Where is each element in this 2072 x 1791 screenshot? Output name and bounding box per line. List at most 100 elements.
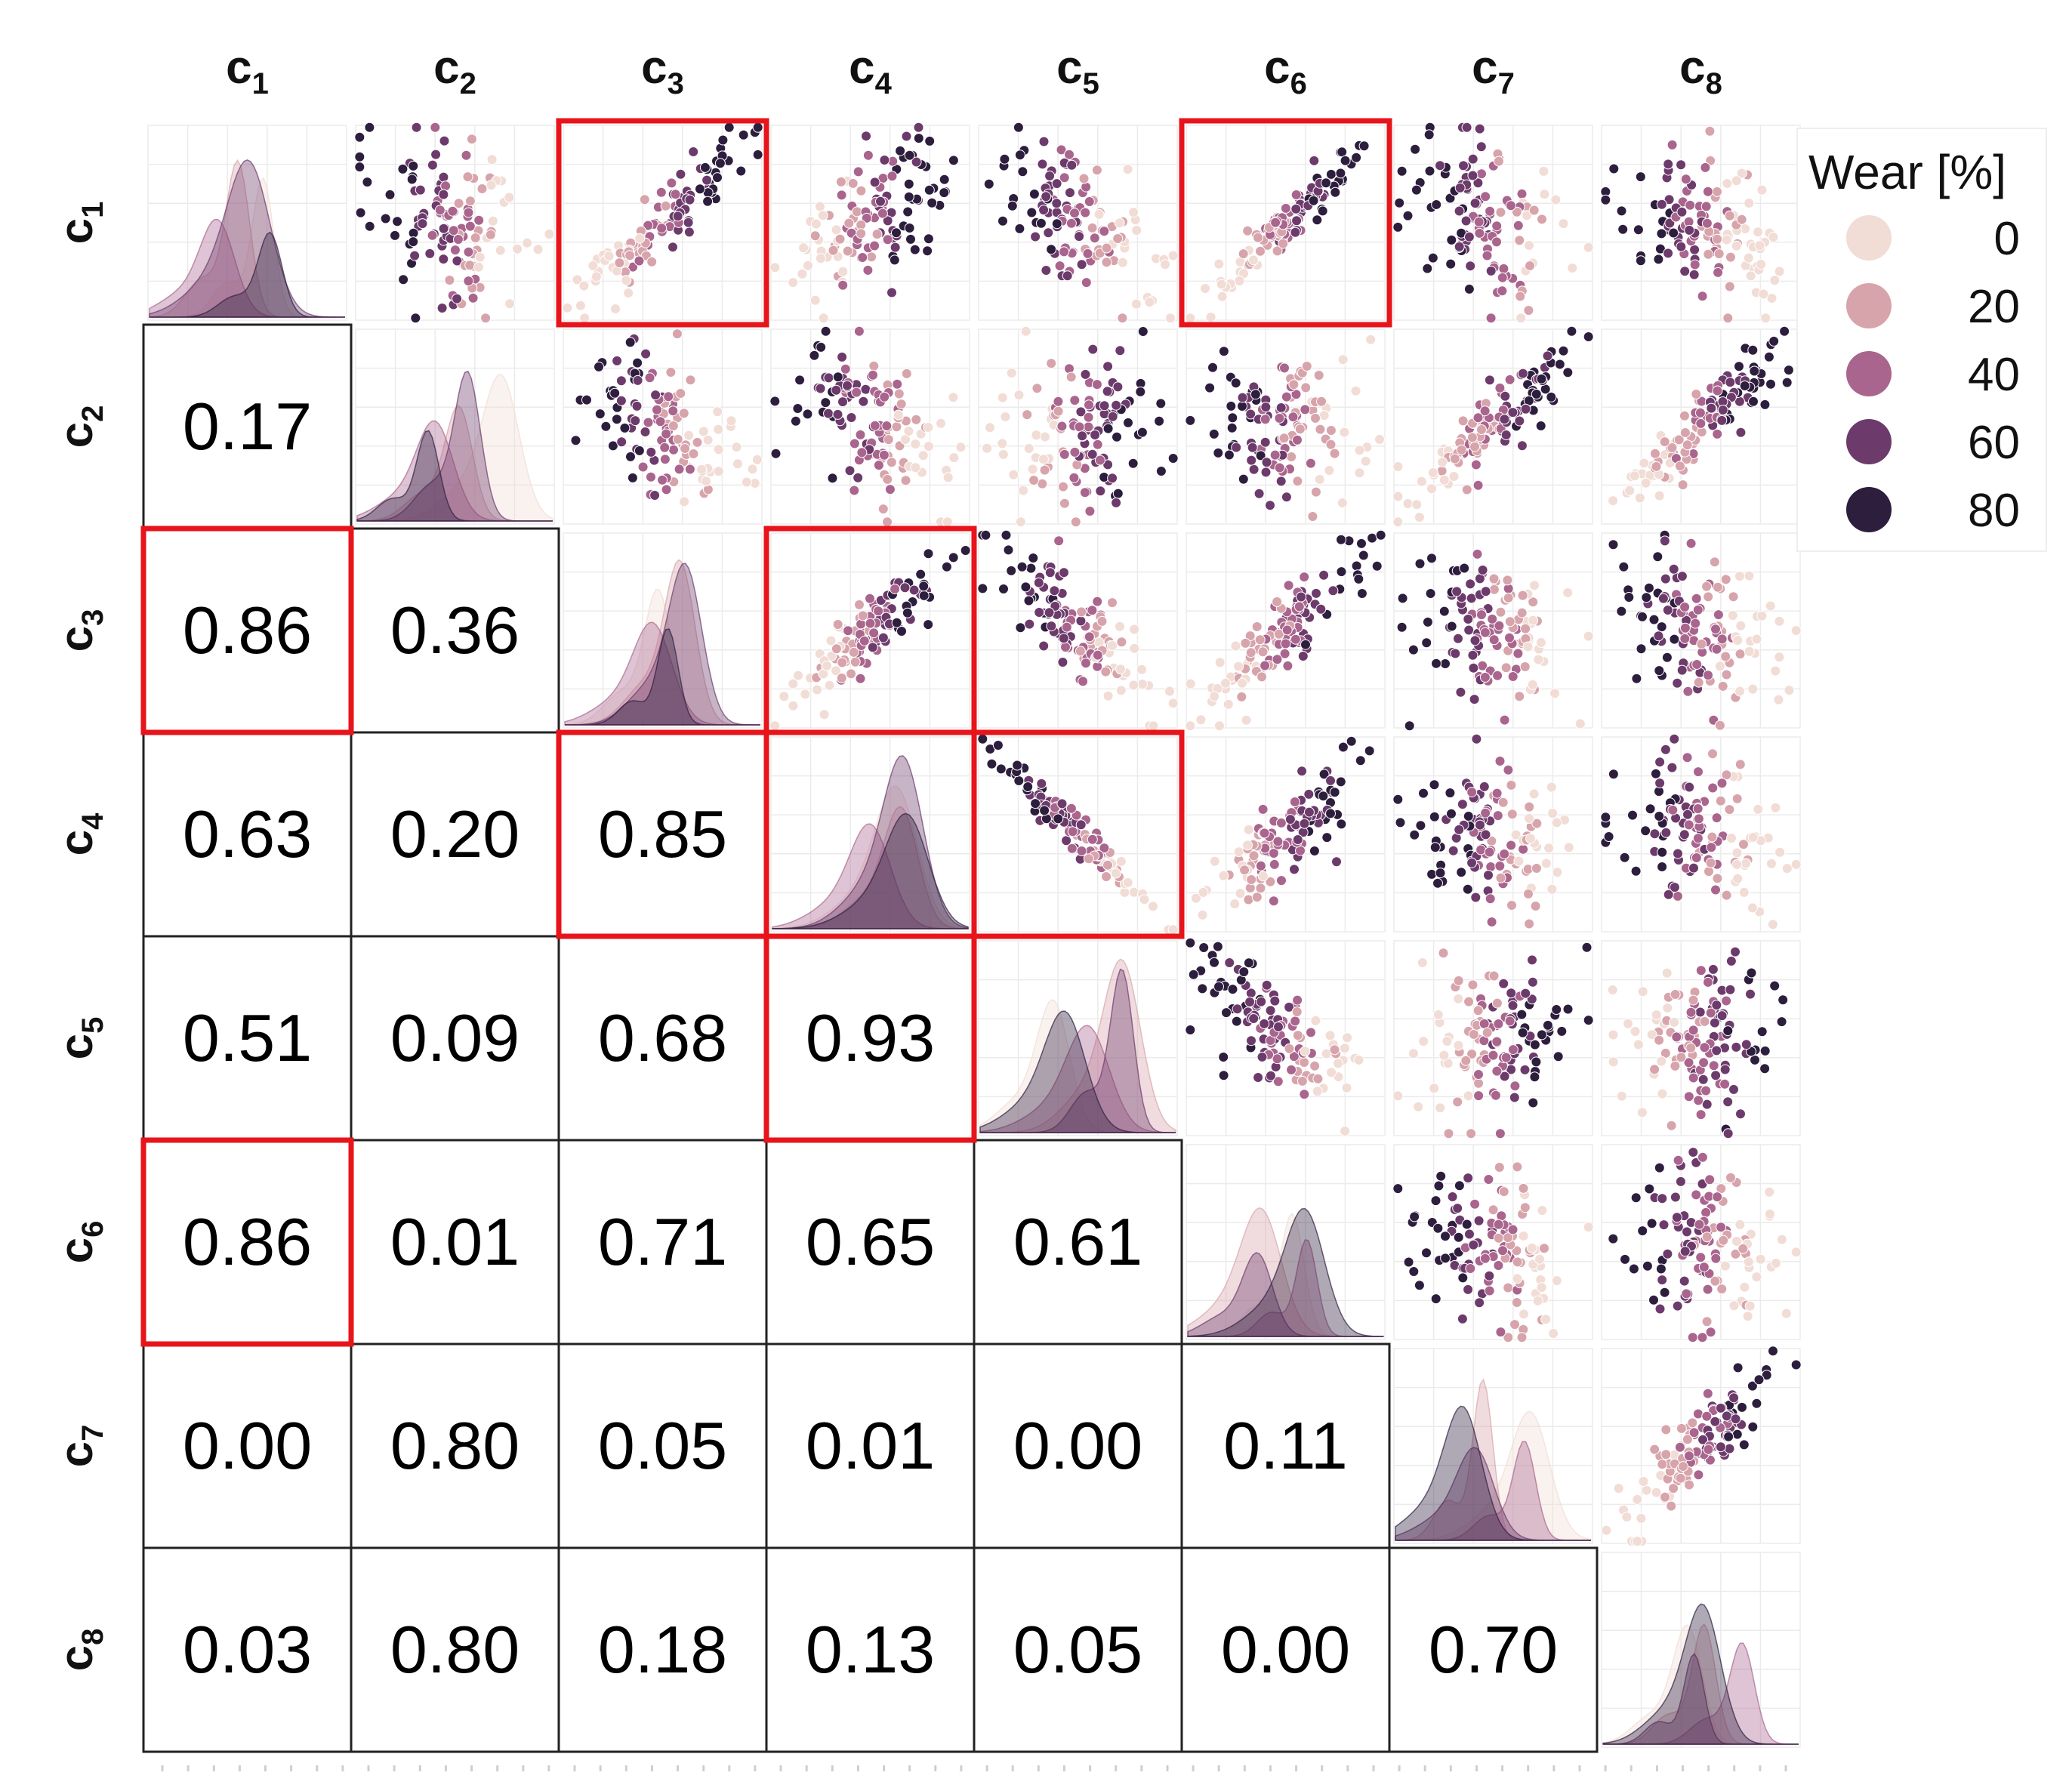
scatter-point [1744, 646, 1755, 657]
scatter-point [1739, 381, 1750, 391]
scatter-point [616, 436, 627, 448]
scatter-point [1476, 609, 1487, 621]
legend-label-60: 60 [1968, 417, 2020, 469]
scatter-point [1710, 624, 1721, 635]
kde-curve-wear-60 [564, 563, 760, 726]
correlation-value: 0.00 [183, 1408, 312, 1483]
scatter-point [1422, 263, 1433, 274]
scatter-point [1691, 1189, 1702, 1201]
scatter-point [1503, 1232, 1514, 1244]
scatter-point [861, 131, 871, 142]
correlation-value: 0.05 [598, 1408, 727, 1483]
scatter-point [1492, 810, 1503, 822]
scatter-point [1440, 1253, 1451, 1264]
scatter-point [1462, 883, 1473, 895]
scatter-point [1759, 1063, 1771, 1074]
scatter-point [1255, 860, 1266, 871]
scatter-point [623, 288, 634, 298]
scatter-point [1546, 883, 1558, 895]
panel-grid-layer: 0.170.86 0.360.63 0.20 0.850.51 0.09 0.68 0.93… [142, 122, 1802, 1753]
scatter-point [1509, 1319, 1520, 1330]
scatter-point [1470, 459, 1482, 470]
scatter-point [544, 229, 555, 240]
scatter-point [1707, 963, 1719, 975]
scatter-point [1750, 1054, 1760, 1065]
scatter-point [672, 211, 683, 222]
scatter-point [911, 414, 922, 425]
scatter-point [354, 151, 365, 162]
scatter-point [1472, 1005, 1484, 1016]
scatter-point [1309, 846, 1320, 856]
scatter-point [1466, 1128, 1477, 1139]
scatter-point [447, 205, 458, 217]
scatter-point [831, 665, 842, 677]
scatter-point [1583, 1015, 1594, 1026]
scatter-point [1504, 1016, 1515, 1027]
scatter-point [1260, 660, 1271, 671]
scatter-point [865, 618, 876, 629]
scatter-point [1479, 1253, 1491, 1264]
scatter-point [1290, 227, 1301, 238]
scatter-point [467, 292, 479, 304]
scatter-point [1084, 196, 1095, 207]
scatter-point [1640, 825, 1651, 837]
scatter-point [600, 421, 612, 432]
scatter-point [1704, 125, 1716, 137]
scatter-point [1669, 633, 1680, 645]
scatter-point [1008, 469, 1019, 480]
scatter-point [832, 371, 843, 383]
scatter-point [1558, 218, 1569, 230]
scatter-point [678, 408, 689, 419]
scatter-point [825, 635, 837, 646]
scatter-point [1725, 1172, 1736, 1183]
scatter-point [849, 656, 861, 667]
scatter-point [532, 244, 544, 255]
scatter-point [1736, 214, 1747, 225]
scatter-point [1734, 1219, 1746, 1230]
scatter-point [1084, 631, 1095, 643]
scatter-point [1231, 1016, 1242, 1027]
scatter-point [752, 122, 763, 133]
scatter-point [1692, 803, 1704, 814]
scatter-point [1703, 591, 1714, 603]
scatter-point [1254, 634, 1266, 646]
scatter-point [1608, 1029, 1619, 1040]
scatter-point [1226, 422, 1238, 433]
scatter-point [1691, 593, 1702, 604]
scatter-point [1636, 1512, 1647, 1524]
scatter-point [1034, 607, 1045, 618]
scatter-point [834, 233, 846, 245]
scatter-point [698, 426, 709, 437]
scatter-point [1523, 888, 1534, 899]
scatter-point [1197, 909, 1208, 920]
scatter-point [1685, 199, 1696, 211]
scatter-point [1426, 553, 1437, 564]
scatter-point [1027, 464, 1038, 475]
scatter-point [869, 420, 880, 431]
scatter-point [1137, 326, 1149, 337]
scatter-point [1548, 1328, 1559, 1339]
scatter-point [1453, 1232, 1464, 1243]
scatter-point [1583, 331, 1594, 342]
scatter-point [1736, 168, 1747, 179]
scatter-point [1329, 787, 1340, 798]
scatter-point [997, 438, 1008, 449]
scatter-point [1608, 163, 1620, 174]
correlation-cell [973, 1546, 1183, 1753]
scatter-point [661, 484, 672, 495]
scatter-point [1608, 539, 1619, 550]
scatter-point [463, 246, 474, 257]
row-label-sub: 2 [76, 405, 109, 422]
scatter-point [1115, 345, 1126, 356]
scatter-point [1776, 1234, 1787, 1245]
scatter-point [1198, 886, 1209, 898]
scatter-point [1083, 412, 1094, 423]
scatter-point [495, 245, 506, 256]
scatter-point [427, 230, 438, 241]
scatter-point [1532, 1295, 1543, 1306]
scatter-point [1495, 606, 1506, 618]
scatter-point [1259, 828, 1270, 839]
scatter-point [1496, 1210, 1507, 1222]
scatter-point [1464, 1228, 1475, 1240]
scatter-point [1421, 637, 1432, 649]
